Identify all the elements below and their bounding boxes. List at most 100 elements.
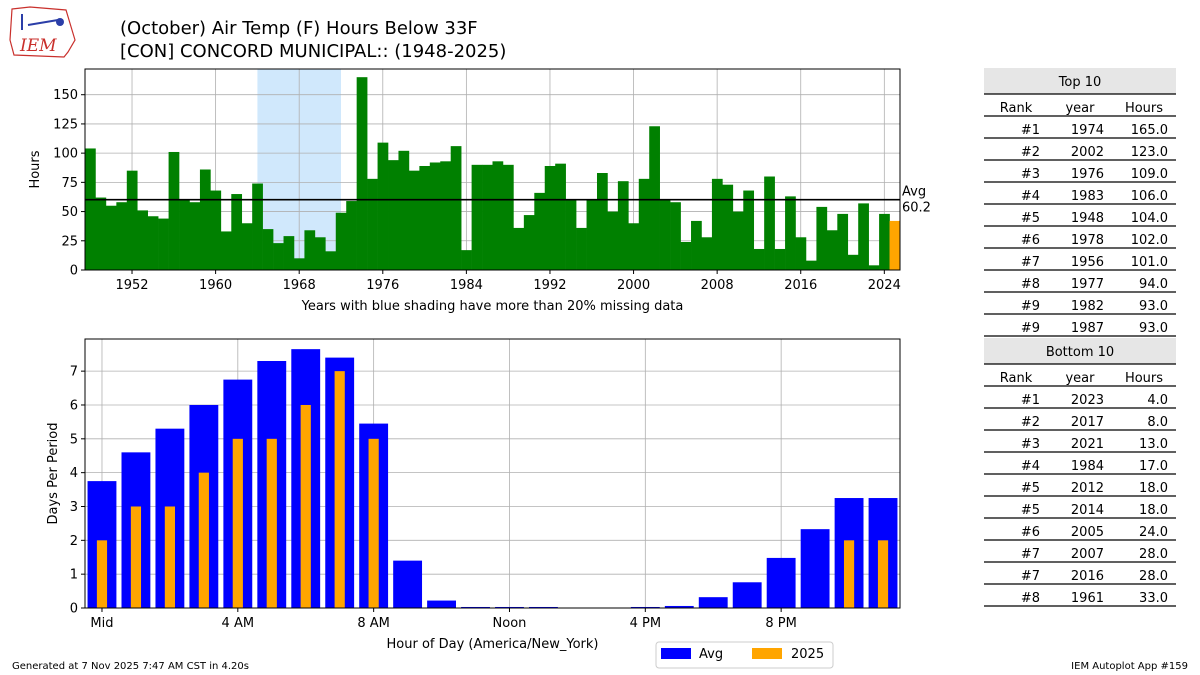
year-bar [168, 151, 180, 270]
top-y-tick-label: 75 [61, 176, 78, 191]
year-bar [440, 161, 452, 270]
top-bars [85, 77, 901, 270]
year-bar [220, 231, 232, 270]
year-bar [304, 230, 316, 270]
table-cell: #1 [1021, 123, 1040, 138]
avg-hour-bar [698, 597, 728, 608]
bottom-x-tick-label: Noon [493, 616, 527, 631]
logo-state-outline-icon [9, 6, 76, 58]
current-year-hour-bar [164, 506, 175, 608]
year-bar [492, 161, 504, 270]
year-bar [628, 223, 640, 270]
table-cell: 123.0 [1131, 145, 1168, 160]
footer-generated: Generated at 7 Nov 2025 7:47 AM CST in 4… [12, 661, 249, 672]
table-cell: #3 [1021, 437, 1040, 452]
year-bar [701, 237, 713, 270]
top-y-tick-label: 150 [53, 88, 78, 103]
bottom-bars [87, 349, 898, 608]
logo-link-icon [27, 19, 59, 26]
avg-hour-bar [630, 606, 660, 608]
legend: Avg 2025 [655, 641, 834, 669]
table-cell: 2014 [1071, 503, 1104, 518]
table-cell: 8.0 [1147, 415, 1168, 430]
average-label: Avg [902, 185, 926, 200]
year-bar [837, 213, 849, 270]
table-cell: 93.0 [1139, 321, 1168, 336]
top-x-tick-label: 2008 [701, 278, 734, 293]
year-bar [732, 211, 744, 270]
table-cell: 94.0 [1139, 277, 1168, 292]
year-bar [607, 211, 619, 270]
table-cell: 18.0 [1139, 503, 1168, 518]
top-x-tick-label: 2016 [784, 278, 817, 293]
bottom-y-tick-label: 6 [70, 398, 78, 413]
bottom-axis-ticks: 0 1 2 3 4 5 6 7 Mid 4 AM 8 AM Noon 4 PM 8 PM [70, 365, 797, 631]
bottom-y-tick-label: 3 [70, 500, 78, 515]
table-cell: 93.0 [1139, 299, 1168, 314]
year-bar [722, 184, 734, 270]
year-bar [314, 237, 326, 270]
year-bar [868, 265, 880, 270]
legend-swatch-2025 [752, 648, 782, 659]
chart-title-line2: [CON] CONCORD MUNICIPAL:: (1948-2025) [120, 41, 506, 62]
table-header-cell: Hours [1125, 371, 1163, 386]
table-header-cell: year [1065, 371, 1095, 386]
table-title: Bottom 10 [1046, 345, 1114, 360]
year-bar [471, 164, 483, 270]
year-bar [179, 199, 190, 270]
table-cell: 2007 [1071, 547, 1104, 562]
year-bar [879, 213, 890, 270]
current-year-hour-bar [266, 438, 277, 608]
table-cell: 13.0 [1139, 437, 1168, 452]
top-y-tick-label: 50 [61, 205, 78, 220]
avg-hour-bar [800, 529, 830, 608]
table-cell: 2005 [1071, 525, 1104, 540]
bottom-y-tick-label: 1 [70, 568, 78, 583]
table-cell: #1 [1021, 393, 1040, 408]
avg-hour-bar [766, 557, 796, 608]
year-bar [534, 192, 546, 270]
current-year-hour-bar [300, 404, 311, 608]
year-bar [105, 205, 117, 270]
year-bar [199, 169, 211, 270]
bottom-x-tick-label: 4 AM [222, 616, 255, 631]
table-cell: 2023 [1071, 393, 1104, 408]
bottom10-table: Bottom 10 Rank year Hours #1 2023 4.0 #2 2017 8.0… [984, 338, 1176, 607]
table-cell: 1982 [1071, 299, 1104, 314]
top-x-tick-label: 1976 [366, 278, 399, 293]
table-cell: 33.0 [1139, 591, 1168, 606]
current-year-hour-bar [334, 371, 345, 608]
table-cell: #3 [1021, 167, 1040, 182]
year-bar [116, 202, 128, 270]
table-cell: #5 [1021, 481, 1040, 496]
table-header-cell: Rank [1000, 101, 1033, 116]
year-bar [649, 126, 660, 270]
year-bar [596, 173, 608, 270]
year-bar [147, 216, 159, 270]
table-cell: 165.0 [1131, 123, 1168, 138]
average-value-label: 60.2 [902, 201, 931, 216]
table-cell: 2017 [1071, 415, 1104, 430]
year-bar [826, 230, 838, 270]
current-year-hour-bar [877, 540, 889, 608]
top-x-tick-label: 1968 [283, 278, 316, 293]
year-bar [858, 203, 869, 270]
bottom-x-axis-label: Hour of Day (America/New_York) [387, 637, 599, 652]
bottom-y-tick-label: 7 [70, 365, 78, 380]
year-bar [691, 220, 702, 270]
table-cell: 28.0 [1139, 547, 1168, 562]
year-bar [586, 199, 598, 270]
table-cell: #8 [1021, 277, 1040, 292]
table-cell: #9 [1021, 299, 1040, 314]
year-bar [429, 162, 441, 270]
table-header-cell: Rank [1000, 371, 1033, 386]
year-bar [638, 178, 650, 270]
table-cell: #7 [1021, 547, 1040, 562]
year-bar [346, 201, 357, 270]
table-cell: #6 [1021, 233, 1040, 248]
table-cell: 17.0 [1139, 459, 1168, 474]
table-cell: 104.0 [1131, 211, 1168, 226]
bottom-x-tick-label: 4 PM [630, 616, 661, 631]
avg-hour-bar [427, 600, 456, 608]
table-cell: #4 [1021, 459, 1040, 474]
